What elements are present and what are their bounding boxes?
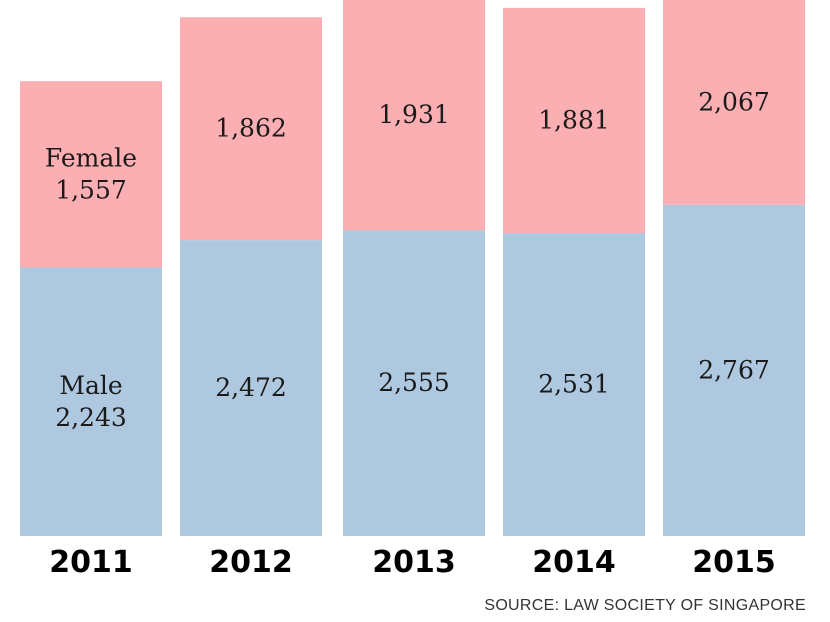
tick-label-2014: 2014 bbox=[532, 545, 616, 580]
bar-male-2013 bbox=[343, 230, 485, 536]
tick-label-2013: 2013 bbox=[372, 545, 456, 580]
label-female-2011: Female 1,557 bbox=[45, 143, 137, 204]
source-note: SOURCE: LAW SOCIETY OF SINGAPORE bbox=[484, 597, 806, 614]
bar-male-2011 bbox=[20, 267, 162, 536]
label-male-2012: 2,472 bbox=[215, 373, 287, 402]
tick-label-2011: 2011 bbox=[49, 545, 133, 580]
label-female-2014: 1,881 bbox=[538, 105, 610, 134]
bar-male-2015 bbox=[663, 204, 805, 536]
label-male-2013: 2,555 bbox=[378, 368, 450, 397]
label-male-2015: 2,767 bbox=[698, 355, 770, 384]
bar-male-2014 bbox=[503, 233, 645, 536]
label-female-2012: 1,862 bbox=[215, 114, 287, 143]
bar-female-2014 bbox=[503, 7, 645, 234]
bar-female-2012 bbox=[180, 17, 322, 241]
bar-female-2013 bbox=[343, 0, 485, 231]
bar-female-2015 bbox=[663, 0, 805, 205]
bar-male-2012 bbox=[180, 240, 322, 536]
bar-female-2011 bbox=[20, 81, 162, 268]
label-female-2013: 1,931 bbox=[378, 100, 450, 129]
label-male-2011: Male 2,243 bbox=[55, 371, 127, 432]
label-male-2014: 2,531 bbox=[538, 370, 610, 399]
tick-label-2012: 2012 bbox=[209, 545, 293, 580]
tick-label-2015: 2015 bbox=[692, 545, 776, 580]
label-female-2015: 2,067 bbox=[698, 87, 770, 116]
